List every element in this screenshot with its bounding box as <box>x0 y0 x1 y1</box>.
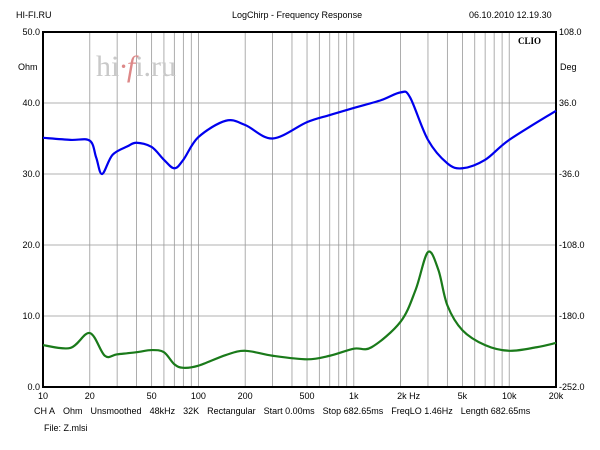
phase-series-line <box>42 90 557 176</box>
param-item: Start 0.00ms <box>263 406 315 416</box>
y2-tick-label: -36.0 <box>559 169 580 179</box>
y-tick-label: 10.0 <box>22 311 40 321</box>
y2-axis-unit-label: Deg <box>560 62 577 72</box>
param-item: Rectangular <box>207 406 256 416</box>
y2-tick-label: -252.0 <box>559 382 585 392</box>
impedance-series-line <box>42 250 557 369</box>
param-item: 48kHz <box>149 406 176 416</box>
header-site: HI-FI.RU <box>16 10 52 20</box>
x-tick-label: 10k <box>502 391 517 401</box>
watermark-logo: hi·fi.ru <box>96 50 177 83</box>
y2-tick-label: 108.0 <box>559 27 582 37</box>
x-tick-label: 500 <box>300 391 315 401</box>
y2-tick-label: -108.0 <box>559 240 585 250</box>
x-tick-label: 1k <box>349 391 359 401</box>
plot-frame <box>42 31 557 388</box>
y-axis-unit-label: Ohm <box>18 62 38 72</box>
x-tick-label: 100 <box>191 391 206 401</box>
x-tick-label: 50 <box>147 391 157 401</box>
param-item: Unsmoothed <box>90 406 142 416</box>
param-item: Stop 682.65ms <box>322 406 384 416</box>
param-item: FreqLO 1.46Hz <box>391 406 453 416</box>
y2-tick-label: -180.0 <box>559 311 585 321</box>
y-tick-label: 20.0 <box>22 240 40 250</box>
y-tick-label: 50.0 <box>22 27 40 37</box>
file-name: File: Z.mlsi <box>44 423 88 433</box>
x-tick-label: 10 <box>38 391 48 401</box>
x-tick-label: 2k Hz <box>397 391 421 401</box>
y-tick-label: 0.0 <box>27 382 40 392</box>
param-item: Ohm <box>63 406 83 416</box>
y-tick-label: 30.0 <box>22 169 40 179</box>
x-tick-label: 20 <box>85 391 95 401</box>
measurement-params: CH A Ohm Unsmoothed 48kHz 32K Rectangular Star… <box>34 406 530 416</box>
header-datetime: 06.10.2010 12.19.30 <box>469 10 552 20</box>
y-tick-label: 40.0 <box>22 98 40 108</box>
x-tick-label: 200 <box>238 391 253 401</box>
y2-tick-label: 36.0 <box>559 98 577 108</box>
chart-title: LogChirp - Frequency Response <box>232 10 363 20</box>
x-tick-label: 20k <box>549 391 564 401</box>
x-tick-label: 5k <box>458 391 468 401</box>
param-item: CH A <box>34 406 56 416</box>
param-item: 32K <box>183 406 200 416</box>
param-item: Length 682.65ms <box>460 406 531 416</box>
clio-brand: CLIO <box>518 36 542 46</box>
